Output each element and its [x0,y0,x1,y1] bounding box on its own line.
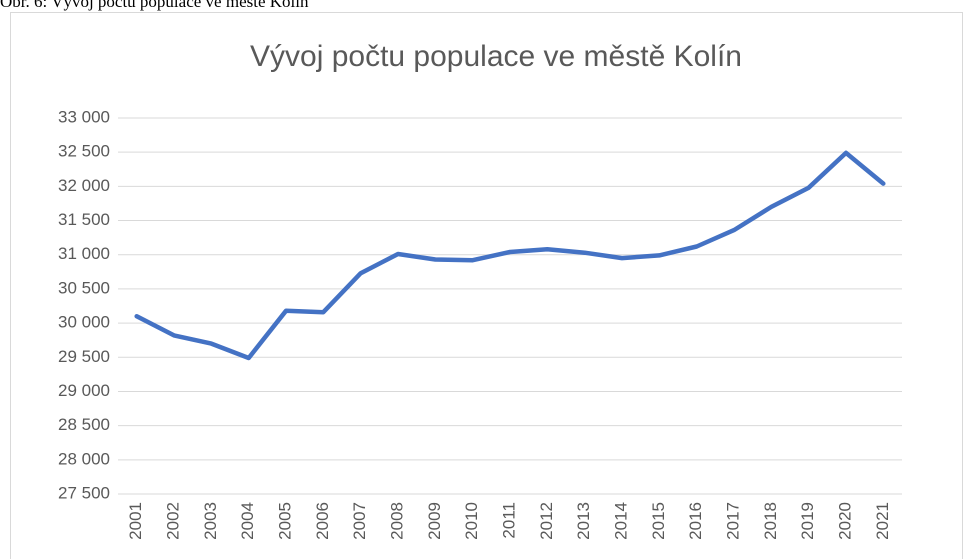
x-tick-label: 2007 [350,502,369,540]
y-tick-label: 28 000 [58,449,110,468]
x-tick-label: 2012 [537,502,556,540]
data-line [134,150,886,361]
x-tick-label: 2006 [313,502,332,540]
x-tick-label: 2004 [238,502,257,540]
y-tick-label: 30 500 [58,278,110,297]
chart-title: Vývoj počtu populace ve městě Kolín [250,40,742,73]
x-tick-label: 2020 [835,502,854,540]
x-tick-label: 2021 [873,502,892,540]
y-tick-label: 29 500 [58,347,110,366]
x-tick-label: 2014 [611,502,630,540]
x-tick-label: 2009 [425,502,444,540]
y-tick-label: 33 000 [58,107,110,126]
figure-caption: Obr. 6: Vývoj počtu populace ve městě Ko… [0,0,309,11]
x-tick-label: 2016 [686,502,705,540]
x-tick-label: 2005 [275,502,294,540]
y-tick-label: 28 500 [58,415,110,434]
y-tick-label: 29 000 [58,381,110,400]
x-tick-label: 2008 [387,502,406,540]
x-tick-label: 2010 [462,502,481,540]
x-tick-label: 2017 [723,502,742,540]
y-tick-label: 27 500 [58,483,110,502]
x-tick-label: 2015 [649,502,668,540]
y-tick-label: 31 000 [58,244,110,263]
y-tick-label: 31 500 [58,210,110,229]
x-tick-label: 2001 [126,502,145,540]
chart-frame [10,12,963,559]
x-tick-label: 2011 [499,502,518,539]
y-tick-label: 32 500 [58,142,110,161]
y-tick-label: 32 000 [58,176,110,195]
x-tick-label: 2018 [761,502,780,540]
y-tick-label: 30 000 [58,313,110,332]
x-tick-label: 2002 [163,502,182,540]
x-tick-label: 2019 [798,502,817,540]
x-tick-label: 2003 [201,502,220,540]
x-tick-label: 2013 [574,502,593,540]
